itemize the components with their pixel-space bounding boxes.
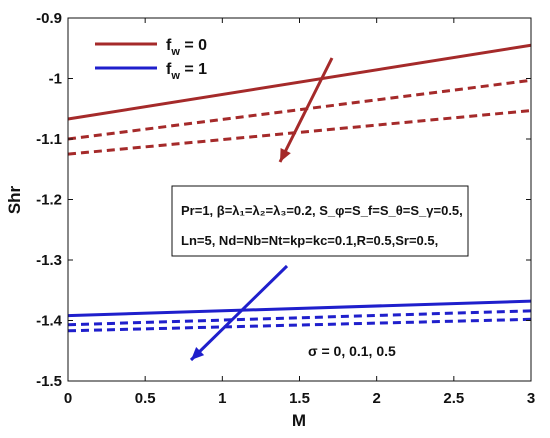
parameter-box bbox=[171, 185, 469, 257]
axes-layer: 0 0.5 1 1.5 2 2.5 3 -0.9 -1 -1.1 -1.2 -1.3 -1.4 -1.5 bbox=[36, 10, 535, 407]
series-layer bbox=[67, 43, 532, 333]
x-tick-label-2: 1 bbox=[218, 390, 226, 407]
x-tick-label-1: 0.5 bbox=[135, 390, 156, 407]
series-line-fw1-dashed-5 bbox=[67, 317, 532, 333]
x-axis-label: M bbox=[292, 411, 306, 430]
arrow-fw1-shaft bbox=[189, 264, 289, 362]
arrow-layer bbox=[189, 57, 334, 362]
y-axis-label: Shr bbox=[5, 185, 24, 214]
x-tick-label-0: 0 bbox=[64, 390, 72, 407]
arrow-fw0-shaft bbox=[278, 57, 334, 163]
y-tick-label-1: -1 bbox=[49, 71, 62, 88]
series-line-fw0-solid-0 bbox=[67, 43, 532, 121]
y-tick-label-6: -1.5 bbox=[36, 373, 62, 390]
legend: fw = 0 fw = 1 bbox=[95, 37, 207, 82]
legend-label-fw0: fw = 0 bbox=[166, 37, 207, 58]
sigma-annotation: σ = 0, 0.1, 0.5 bbox=[308, 343, 396, 359]
y-tick-label-4: -1.3 bbox=[36, 252, 62, 269]
x-tick-label-6: 3 bbox=[527, 390, 535, 407]
x-tick-label-4: 2 bbox=[372, 390, 380, 407]
parameter-annotation: Pr=1, β=λ₁=λ₂=λ₃=0.2, S_φ=S_f=S_θ=S_γ=0.… bbox=[171, 185, 469, 257]
y-tick-label-5: -1.4 bbox=[36, 313, 63, 330]
arrow-fw1-head bbox=[191, 346, 205, 360]
series-line-fw0-dashed-2 bbox=[67, 109, 532, 156]
y-tick-label-3: -1.2 bbox=[36, 192, 62, 209]
parameter-line-1: Pr=1, β=λ₁=λ₂=λ₃=0.2, S_φ=S_f=S_θ=S_γ=0.… bbox=[181, 203, 463, 218]
parameter-line-2: Ln=5, Nd=Nb=Nt=kp=kc=0.1,R=0.5,Sr=0.5, bbox=[181, 233, 438, 248]
x-tick-label-3: 1.5 bbox=[289, 390, 310, 407]
series-line-fw1-solid-3 bbox=[67, 299, 532, 318]
y-tick-label-2: -1.1 bbox=[36, 131, 62, 148]
x-tick-label-5: 2.5 bbox=[443, 390, 464, 407]
y-tick-label-0: -0.9 bbox=[36, 10, 62, 27]
series-line-fw0-dashed-1 bbox=[67, 78, 532, 141]
legend-label-fw1: fw = 1 bbox=[166, 61, 207, 82]
arrow-fw0-head bbox=[280, 148, 291, 162]
